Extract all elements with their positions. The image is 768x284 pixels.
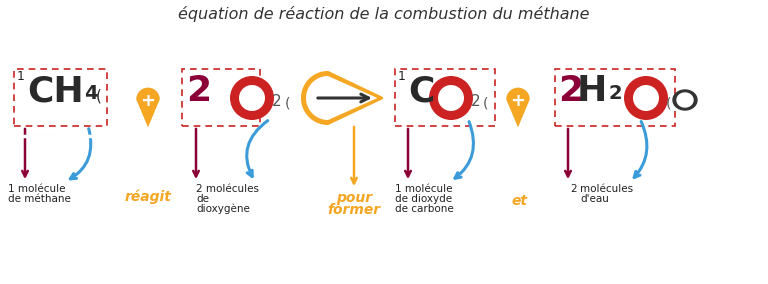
Bar <box>14 69 107 126</box>
Polygon shape <box>302 72 382 124</box>
Text: 2 molécules: 2 molécules <box>196 184 259 194</box>
Text: 4: 4 <box>84 84 98 103</box>
Polygon shape <box>136 88 160 128</box>
Text: pour: pour <box>336 191 372 205</box>
Text: +: + <box>141 92 155 110</box>
Text: (: ( <box>666 96 671 110</box>
Text: 1 molécule: 1 molécule <box>8 184 65 194</box>
Text: dioxygène: dioxygène <box>196 204 250 214</box>
Bar <box>395 69 495 126</box>
Polygon shape <box>506 88 530 128</box>
Circle shape <box>429 76 473 120</box>
Text: 2: 2 <box>558 74 583 108</box>
Polygon shape <box>673 90 697 110</box>
Text: C: C <box>408 74 435 108</box>
Text: réagit: réagit <box>124 189 171 204</box>
Text: (: ( <box>96 88 102 103</box>
Text: de dioxyde: de dioxyde <box>395 194 452 204</box>
Text: 1: 1 <box>398 70 406 83</box>
Circle shape <box>230 76 274 120</box>
Text: de: de <box>196 194 209 204</box>
Text: 2: 2 <box>272 93 282 108</box>
Text: (: ( <box>285 96 290 110</box>
Polygon shape <box>306 76 377 120</box>
Text: d'eau: d'eau <box>580 194 609 204</box>
Text: 1: 1 <box>17 70 25 83</box>
Text: CH: CH <box>27 74 84 108</box>
Text: +: + <box>511 92 525 110</box>
Text: (: ( <box>483 96 488 110</box>
Text: 2: 2 <box>471 93 481 108</box>
Text: 2: 2 <box>609 84 623 103</box>
Text: de carbone: de carbone <box>395 204 454 214</box>
Text: H: H <box>577 74 607 108</box>
Circle shape <box>633 85 659 111</box>
Circle shape <box>239 85 265 111</box>
Bar <box>182 69 260 126</box>
Bar <box>555 69 675 126</box>
Text: molécules: molécules <box>580 184 633 194</box>
Text: et: et <box>512 194 528 208</box>
Text: former: former <box>327 203 381 217</box>
Polygon shape <box>677 93 693 107</box>
Text: de méthane: de méthane <box>8 194 71 204</box>
Text: 1 molécule: 1 molécule <box>395 184 452 194</box>
Text: 2: 2 <box>186 74 211 108</box>
Circle shape <box>438 85 464 111</box>
Text: 2: 2 <box>570 184 577 194</box>
Circle shape <box>624 76 668 120</box>
Text: équation de réaction de la combustion du méthane: équation de réaction de la combustion du… <box>178 6 590 22</box>
